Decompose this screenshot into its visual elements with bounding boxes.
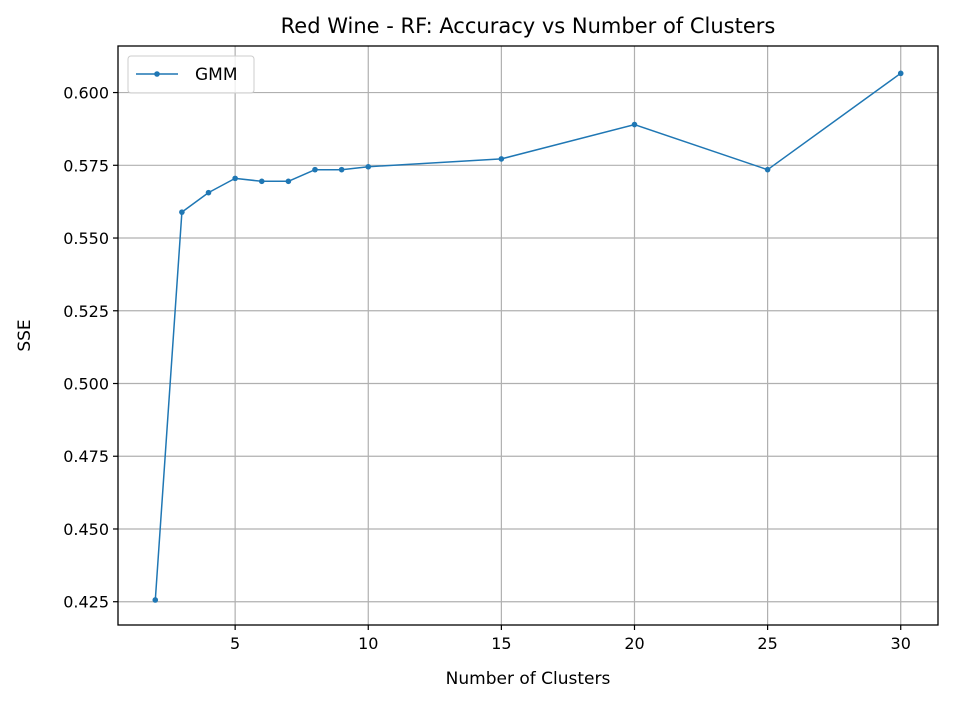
y-tick-label: 0.525 xyxy=(63,302,109,321)
data-point xyxy=(631,121,638,128)
y-axis-label: SSE xyxy=(15,319,35,351)
legend-marker xyxy=(154,71,160,77)
x-tick-label: 5 xyxy=(230,634,240,653)
legend-box xyxy=(127,55,255,94)
data-point xyxy=(258,178,265,185)
y-tick-label: 0.550 xyxy=(63,229,109,248)
x-tick-label: 10 xyxy=(358,634,378,653)
x-tick-label: 25 xyxy=(757,634,777,653)
y-tick-label: 0.500 xyxy=(63,375,109,394)
series-layer xyxy=(152,70,904,603)
y-tick-label: 0.425 xyxy=(63,593,109,612)
data-point xyxy=(205,189,212,196)
y-tick-label: 0.575 xyxy=(63,156,109,175)
grid-layer xyxy=(118,46,938,625)
data-point xyxy=(152,597,159,603)
legend: GMM xyxy=(127,55,255,94)
data-point xyxy=(897,70,904,77)
data-point xyxy=(764,166,771,173)
data-point xyxy=(365,163,372,170)
plot-area-frame xyxy=(117,45,939,626)
y-tick-label: 0.450 xyxy=(63,520,109,539)
x-tick-label: 30 xyxy=(891,634,911,653)
data-point xyxy=(338,166,345,173)
x-tick-label: 15 xyxy=(491,634,511,653)
data-point xyxy=(498,156,505,162)
chart-title: Red Wine - RF: Accuracy vs Number of Clu… xyxy=(281,14,776,38)
data-point xyxy=(179,209,185,215)
data-point xyxy=(312,166,318,173)
x-axis-label: Number of Clusters xyxy=(446,669,611,689)
legend-label-gmm: GMM xyxy=(195,65,238,85)
y-tick-label: 0.600 xyxy=(63,84,109,103)
x-tick-label: 20 xyxy=(624,634,644,653)
data-point xyxy=(285,178,292,185)
tick-layer: 5 10 15 20 25 30 0.425 0.450 0.475 0.500 0.525 0.55… xyxy=(63,84,911,653)
data-point xyxy=(232,175,238,182)
y-tick-label: 0.475 xyxy=(63,447,109,466)
